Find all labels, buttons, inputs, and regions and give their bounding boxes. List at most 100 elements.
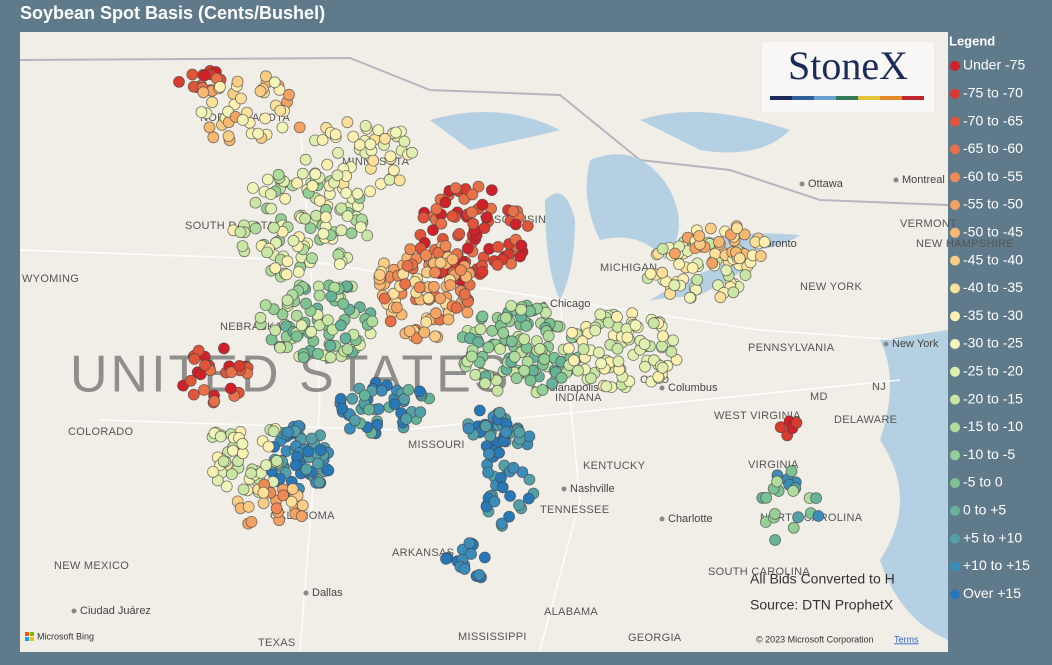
bid-location — [568, 354, 580, 367]
bid-location — [449, 182, 462, 195]
bid-location — [669, 247, 681, 260]
bid-location — [444, 279, 457, 292]
bid-location — [297, 351, 310, 364]
bid-location — [733, 252, 746, 265]
legend-label: 0 to +5 — [963, 502, 1006, 518]
bid-location — [684, 291, 696, 304]
bid-location — [236, 437, 249, 450]
bid-location — [267, 425, 280, 438]
bid-location — [402, 383, 415, 396]
bid-location — [306, 252, 318, 265]
legend-swatch — [950, 172, 960, 183]
bid-location — [358, 389, 371, 402]
bid-location — [771, 475, 783, 488]
bid-location — [463, 537, 476, 549]
bid-location — [479, 377, 492, 390]
bid-location — [331, 169, 344, 182]
region-label: MD — [810, 391, 828, 403]
bid-location — [173, 76, 185, 88]
bid-location — [714, 291, 727, 304]
bid-location — [208, 395, 221, 408]
bid-location — [305, 325, 318, 338]
bid-location — [372, 124, 385, 137]
city-marker — [883, 341, 889, 347]
bid-location — [314, 444, 327, 457]
bid-location — [500, 311, 512, 324]
bid-location — [523, 430, 536, 443]
bid-location — [513, 426, 526, 439]
region-label: WYOMING — [22, 273, 79, 285]
bid-location — [566, 326, 578, 339]
bid-location — [261, 173, 274, 186]
bid-location — [235, 92, 247, 105]
bid-location — [265, 202, 278, 215]
bid-location — [414, 406, 427, 419]
city-label: Ciudad Juárez — [80, 605, 151, 617]
city-marker — [893, 177, 899, 183]
legend-label: -30 to -25 — [963, 335, 1023, 351]
bid-location — [335, 202, 348, 215]
bid-location — [187, 388, 200, 401]
bid-location — [341, 210, 354, 223]
bid-location — [324, 351, 337, 364]
region-label: NEW HAMPSHIRE — [916, 238, 1014, 250]
bid-location — [480, 211, 493, 224]
bid-location — [611, 310, 623, 323]
bid-location — [479, 420, 492, 433]
bid-location — [760, 491, 773, 504]
bid-location — [245, 467, 258, 480]
bid-location — [364, 138, 377, 151]
bid-location — [313, 476, 326, 489]
bid-location — [720, 264, 733, 277]
bid-location — [500, 426, 513, 439]
bid-location — [317, 227, 330, 240]
bid-location — [399, 278, 412, 290]
legend-label: -60 to -55 — [963, 168, 1023, 184]
bid-location — [693, 230, 706, 242]
bid-location — [427, 280, 440, 293]
legend-swatch — [950, 200, 960, 210]
bid-location — [390, 301, 403, 314]
bid-location — [429, 330, 442, 343]
bid-location — [280, 268, 293, 281]
legend-label: Under -75 — [963, 57, 1025, 73]
bid-location — [217, 455, 230, 468]
bid-location — [337, 297, 350, 310]
bid-location — [334, 319, 347, 332]
city-label: Nashville — [570, 483, 615, 495]
bid-location — [656, 340, 668, 353]
bid-location — [290, 309, 303, 322]
terms-link[interactable]: Terms — [894, 634, 919, 644]
bid-location — [269, 262, 282, 275]
bid-location — [458, 563, 471, 575]
region-label: VERMONT — [900, 218, 957, 230]
bid-location — [231, 75, 244, 88]
bid-location — [507, 461, 520, 474]
city-marker — [799, 181, 805, 187]
note: All Bids Converted to H — [750, 571, 895, 587]
legend-swatch — [950, 478, 960, 488]
bid-location — [246, 182, 259, 194]
legend-swatch — [950, 144, 960, 155]
bid-location — [476, 310, 489, 323]
bid-location — [363, 403, 375, 416]
region-label: MISSOURI — [408, 439, 465, 451]
bid-location — [492, 240, 504, 253]
bid-location — [274, 104, 287, 117]
bid-location — [667, 334, 679, 347]
legend-swatch — [950, 422, 960, 433]
bid-location — [482, 341, 495, 354]
bid-location — [249, 196, 262, 209]
bid-location — [184, 374, 197, 387]
bid-location — [366, 315, 379, 328]
region-label: DELAWARE — [834, 414, 897, 426]
bid-location — [281, 255, 294, 268]
bid-location — [359, 120, 372, 132]
bid-location — [305, 432, 318, 445]
bid-location — [504, 490, 517, 502]
bid-location — [312, 347, 324, 360]
bid-location — [276, 121, 289, 134]
region-label: ALABAMA — [544, 606, 598, 618]
bid-location — [572, 364, 584, 377]
bid-location — [739, 269, 752, 282]
